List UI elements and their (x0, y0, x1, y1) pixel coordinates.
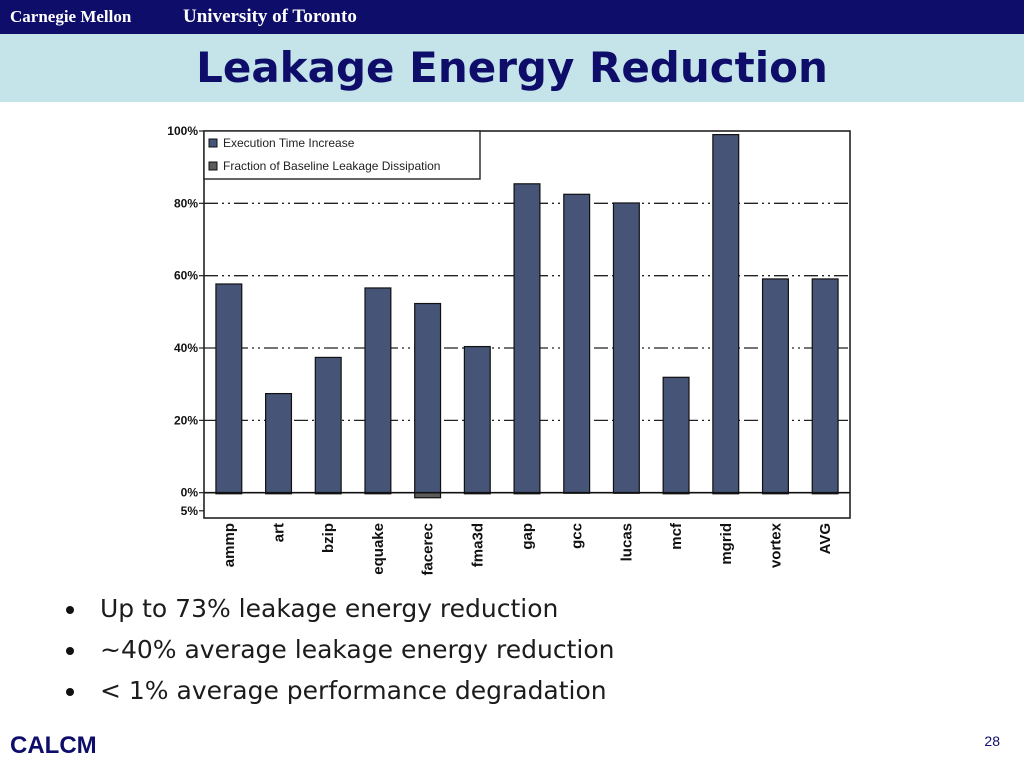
chart-bar (563, 193, 591, 494)
y-tick-label: 80% (174, 196, 198, 210)
y-tick-label: 20% (174, 413, 198, 427)
x-tick-label: AVG (817, 523, 834, 554)
header-bar: Carnegie Mellon University of Toronto (0, 0, 1024, 34)
x-tick-label: ammp (221, 523, 238, 567)
chart-bar (414, 302, 442, 494)
chart-bar (314, 356, 342, 494)
legend-swatch (208, 138, 218, 148)
chart-bar (761, 278, 789, 494)
legend-label: Execution Time Increase (223, 136, 355, 150)
title-band: Leakage Energy Reduction (0, 34, 1024, 102)
chart-bar (265, 392, 293, 494)
x-tick-label: gap (519, 523, 536, 550)
x-tick-label: vortex (767, 522, 784, 568)
calcm-logo: CALCM (10, 732, 97, 759)
legend-label: Fraction of Baseline Leakage Dissipation (223, 159, 440, 173)
chart-bar (662, 376, 690, 494)
x-tick-label: mcf (668, 522, 685, 550)
x-tick-label: equake (370, 523, 387, 575)
legend-swatch (208, 161, 218, 171)
chart-bar (612, 202, 640, 494)
chart-bar (712, 134, 740, 494)
bullet-item: < 1% average performance degradation (60, 672, 614, 713)
plot-frame (203, 130, 851, 519)
y-tick-label: 0% (181, 486, 199, 500)
x-tick-label: fma3d (469, 523, 486, 567)
cmu-logo: Carnegie Mellon (10, 7, 132, 26)
y-tick-label: 100% (167, 124, 198, 138)
bar-chart: 100% 80% 60% 40% 20% 0% 5% ammp art bzip equake fac… (167, 124, 851, 576)
chart-bar (463, 345, 491, 494)
chart-bar (215, 283, 243, 494)
x-tick-label: art (271, 523, 288, 542)
chart-bar (811, 278, 839, 494)
bullet-item: ~40% average leakage energy reduction (60, 631, 614, 672)
slide-title: Leakage Energy Reduction (196, 43, 828, 92)
x-tick-label: mgrid (718, 523, 735, 565)
page-number: 28 (984, 733, 1000, 749)
y-tick-label: 60% (174, 269, 198, 283)
x-tick-label: gcc (569, 523, 586, 549)
y-tick-label: 40% (174, 341, 198, 355)
legend-box (203, 130, 481, 180)
x-tick-label: bzip (320, 523, 337, 553)
x-tick-label: facerec (420, 523, 437, 576)
chart-bar (513, 183, 541, 494)
chart-bar (364, 287, 392, 494)
y-tick-label: 5% (181, 504, 199, 518)
bullet-list: Up to 73% leakage energy reduction ~40% … (60, 590, 614, 713)
uoft-logo: University of Toronto (183, 6, 357, 27)
x-tick-label: lucas (618, 523, 635, 561)
bullet-item: Up to 73% leakage energy reduction (60, 590, 614, 631)
